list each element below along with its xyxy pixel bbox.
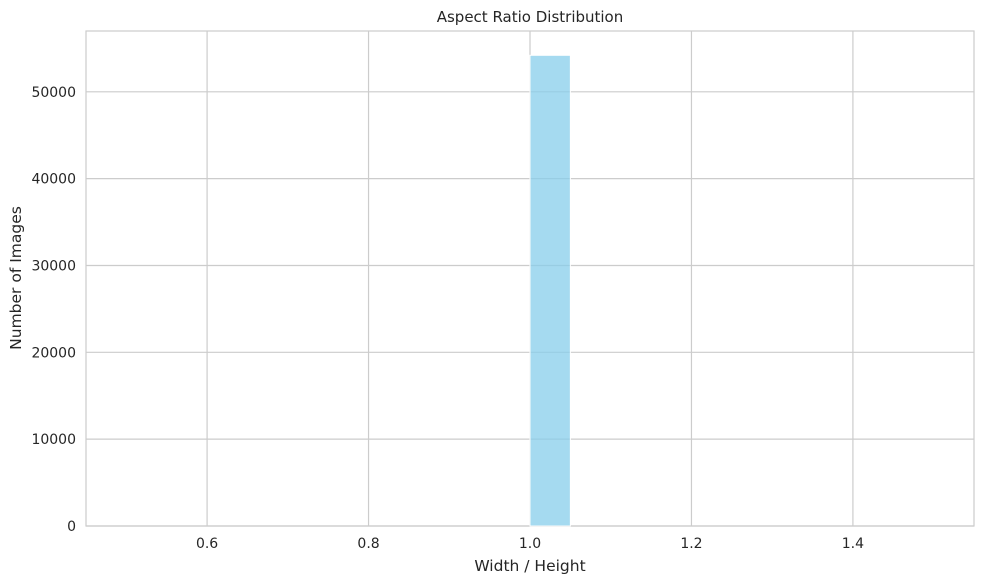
tick-labels: 0.6 0.8 1.0 1.2 1.4 0 10000 20000 30000 40000 5000… xyxy=(31,85,864,552)
x-tick-label: 1.4 xyxy=(842,536,864,552)
x-axis-title: Width / Height xyxy=(474,557,585,575)
y-tick-label: 40000 xyxy=(31,172,76,188)
y-axis-title: Number of Images xyxy=(7,206,25,350)
histogram-bars xyxy=(529,54,571,527)
x-tick-label: 0.6 xyxy=(196,536,218,552)
histogram-bar xyxy=(529,54,571,527)
x-tick-label: 1.2 xyxy=(680,536,702,552)
chart-title: Aspect Ratio Distribution xyxy=(437,8,624,26)
y-tick-label: 10000 xyxy=(31,432,76,448)
y-tick-label: 30000 xyxy=(31,258,76,274)
y-tick-label: 50000 xyxy=(31,85,76,101)
y-tick-label: 0 xyxy=(67,519,76,535)
y-tick-label: 20000 xyxy=(31,345,76,361)
x-tick-label: 1.0 xyxy=(519,536,541,552)
x-tick-label: 0.8 xyxy=(357,536,379,552)
